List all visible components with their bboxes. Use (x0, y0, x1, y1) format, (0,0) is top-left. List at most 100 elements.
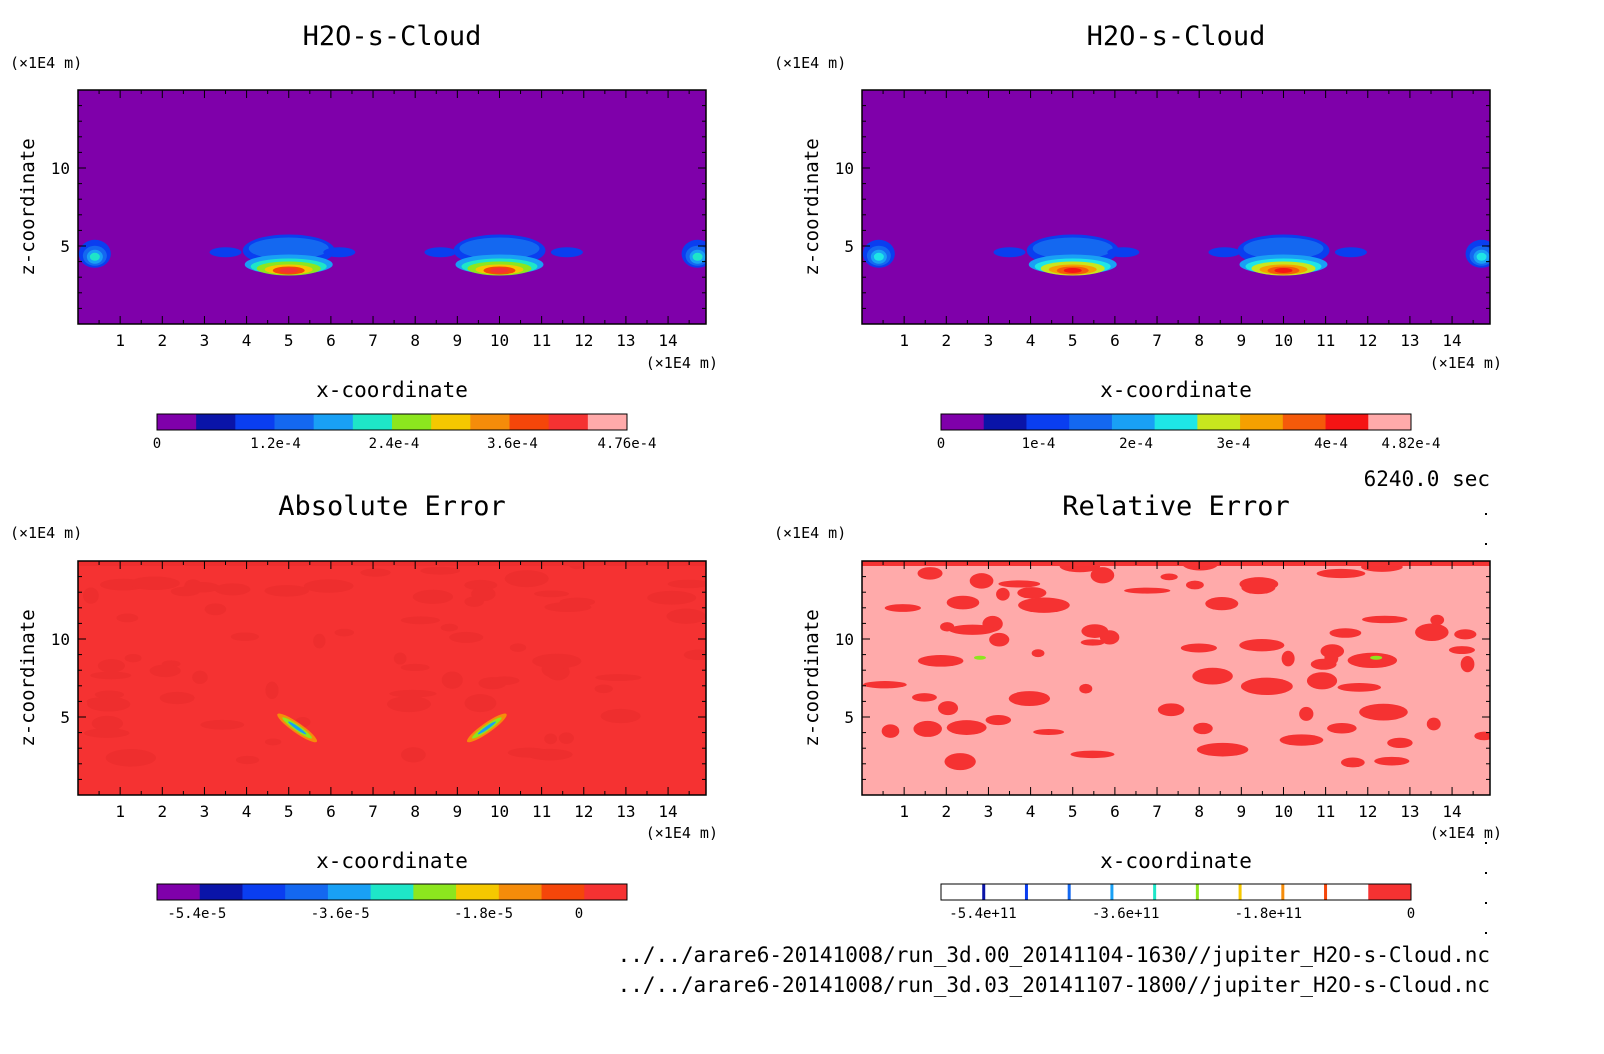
z-unit-label-3: (×1E4 m) (10, 524, 82, 542)
x-tick-label: 12 (574, 331, 593, 350)
error-blotch (90, 671, 132, 680)
panel-title-4: Relative Error (1062, 491, 1290, 522)
cloud-feature-2-layer-8 (279, 267, 298, 273)
y-axis-label-1: z-coordinate (17, 138, 39, 275)
colorbars-layer: 0 1.2e-4 2.4e-4 3.6e-4 4.76e-4 0 1e-4 2e-4 3e-4 4… (153, 413, 1441, 922)
x-tick-label: 6 (1110, 331, 1120, 350)
edge-dots (1485, 513, 1487, 934)
x-tick-label: 14 (1442, 802, 1461, 821)
x-tick-label: 11 (1316, 802, 1335, 821)
error-blotch (683, 649, 706, 661)
x-tick-label: 4 (1026, 802, 1036, 821)
z-tick-label: 10 (51, 159, 70, 178)
error-blotch (1474, 731, 1490, 741)
error-blotch (558, 732, 574, 744)
colorbar-swatch (1325, 414, 1369, 430)
error-blotch (116, 613, 139, 623)
error-blotch (1415, 623, 1449, 641)
colorbar-tick-label: 0 (937, 436, 945, 452)
x-unit-label-4: (×1E4 m) (1430, 824, 1502, 842)
colorbar-swatch (1282, 414, 1327, 430)
plot-frame (77, 560, 707, 796)
error-blotch (1124, 587, 1171, 594)
x-tick-label: 1 (899, 802, 909, 821)
error-blotch (1239, 638, 1285, 652)
error-blotch (124, 653, 142, 663)
colorbar-swatch (1026, 884, 1070, 900)
colorbar-tick-label: -1.8e+11 (1235, 906, 1302, 922)
error-blotch (1324, 651, 1339, 666)
error-blotch (1033, 728, 1065, 735)
error-blotch (944, 753, 976, 771)
error-streak-2 (466, 713, 507, 743)
colorbar-swatch (1069, 414, 1113, 430)
cloud-feature-3-layer-8 (490, 267, 509, 273)
error-blotch (105, 749, 157, 767)
colorbar-swatch (235, 414, 275, 430)
error-blotch (214, 583, 251, 596)
panel-title-3: Absolute Error (278, 491, 506, 522)
error-blotch (1306, 672, 1338, 690)
colorbar-swatch (199, 884, 243, 900)
error-blotch (667, 579, 706, 589)
colorbar-tick-label: 4.76e-4 (597, 436, 656, 452)
x-tick-label: 9 (453, 802, 463, 821)
x-tick-label: 10 (1274, 331, 1293, 350)
error-blotch (1192, 667, 1233, 685)
colorbar-swatch (313, 414, 354, 430)
error-blotch (420, 566, 461, 575)
error-blotch (204, 603, 227, 616)
error-blotch (998, 580, 1041, 588)
x-tick-label: 1 (115, 331, 125, 350)
error-blotch (948, 624, 997, 635)
file-path-2: ../../arare6-20141008/run_3d.03_20141107… (618, 973, 1490, 997)
colorbar-separator (1281, 884, 1285, 900)
error-blotch (265, 681, 279, 700)
colorbar-tick-label: -5.4e-5 (167, 906, 226, 922)
error-blotch (1430, 614, 1445, 626)
x-tick-label: 13 (1400, 802, 1419, 821)
x-tick-label: 1 (115, 802, 125, 821)
colorbar-swatch (1154, 414, 1198, 430)
x-tick-label: 1 (899, 331, 909, 350)
cloud-wisp-4 (1334, 247, 1367, 258)
colorbar-swatch (587, 414, 628, 430)
error-blotch (94, 690, 125, 699)
x-axis-label-1: x-coordinate (316, 378, 468, 402)
error-blotch (989, 632, 1010, 647)
cloud-feature-1-layer-4 (89, 252, 100, 261)
error-blotch (1070, 750, 1115, 759)
x-tick-label: 4 (242, 331, 252, 350)
colorbar-separator (1067, 884, 1071, 900)
time-label: 6240.0 sec (1364, 467, 1490, 491)
error-streak-1 (277, 713, 318, 743)
colorbar-separator (1024, 884, 1028, 900)
colorbar-swatch (983, 414, 1027, 430)
error-blotch (647, 590, 697, 605)
colorbar-swatch (392, 414, 432, 430)
error-blotch (1362, 615, 1408, 624)
error-blotch (534, 590, 570, 598)
colorbar-4: -5.4e+11 -3.6e+11 -1.8e+11 0 (940, 883, 1415, 922)
colorbar-tick-label: -1.8e-5 (454, 906, 513, 922)
x-tick-label: 9 (453, 331, 463, 350)
error-blotch (1160, 573, 1178, 581)
error-blotch (400, 663, 430, 672)
colorbar-frame (940, 883, 1412, 901)
error-blotch (1329, 628, 1362, 638)
colorbar-swatch (498, 884, 543, 900)
cloud-wisp-1 (209, 247, 242, 258)
error-blotch (504, 570, 549, 588)
colorbar-swatch (370, 884, 414, 900)
z-tick-label: 10 (51, 630, 70, 649)
error-blotch (1281, 650, 1295, 667)
error-blotch (946, 595, 980, 610)
x-tick-label: 7 (368, 802, 378, 821)
colorbar-swatch (1240, 884, 1284, 900)
error-blotch (1460, 655, 1475, 673)
x-axis-label-2: x-coordinate (1100, 378, 1252, 402)
colorbar-tick-label: -3.6e+11 (1092, 906, 1159, 922)
error-blotch (541, 660, 564, 678)
cloud-wisp-2 (323, 247, 356, 258)
error-blotch (149, 664, 181, 678)
